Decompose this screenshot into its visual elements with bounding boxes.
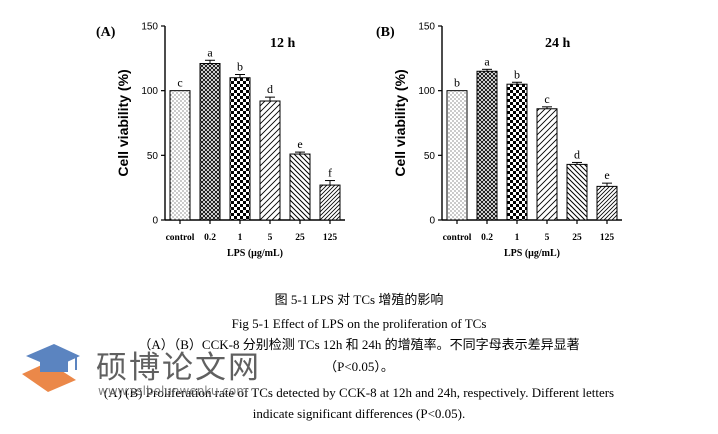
- significance-letter: b: [237, 60, 243, 74]
- x-axis-label: LPS (μg/mL): [504, 248, 560, 259]
- y-tick-label: 0: [152, 216, 158, 227]
- significance-letter: c: [177, 76, 182, 90]
- y-tick-label: 100: [141, 86, 158, 97]
- y-axis-label: Cell viability (%): [115, 69, 131, 176]
- y-tick-label: 50: [147, 151, 159, 162]
- x-tick-label: 25: [572, 233, 582, 243]
- panel-a: 0 50 100 150 c control a 0.2 b 1 d 5 e 25 f 125 LPS (μg/…: [96, 22, 345, 259]
- bar-control: [169, 90, 191, 221]
- x-tick-label: 5: [545, 233, 550, 243]
- significance-letter: e: [297, 137, 302, 151]
- figure-note-english-continued: indicate significant differences (P<0.05…: [252, 406, 466, 421]
- figure-caption-english: Fig 5-1 Effect of LPS on the proliferati…: [231, 316, 487, 331]
- panel-b: 0 50 100 150 b control a 0.2 b 1 c 5 d 25 e 125 LPS (μg/…: [376, 22, 622, 259]
- y-tick-label: 50: [424, 151, 436, 162]
- bar-25: [566, 163, 588, 221]
- significance-letter: a: [484, 54, 490, 68]
- figure-note-english: (A) (B) Proliferation rate of TCs detect…: [103, 385, 615, 400]
- figure-caption-chinese: 图 5-1 LPS 对 TCs 增殖的影响: [274, 292, 444, 307]
- bar-1: [506, 83, 528, 221]
- x-axis-label: LPS (μg/mL): [227, 248, 283, 259]
- bar-25: [289, 153, 311, 221]
- y-tick-label: 150: [141, 22, 158, 33]
- mortarboard-logo-icon: [22, 344, 80, 392]
- significance-letter: b: [514, 67, 520, 81]
- y-axis-label: Cell viability (%): [392, 69, 408, 176]
- x-tick-label: 25: [295, 233, 305, 243]
- x-tick-label: 0.2: [481, 233, 493, 243]
- x-tick-label: 5: [268, 233, 273, 243]
- significance-letter: e: [604, 168, 609, 182]
- chart-title: 12 h: [270, 36, 296, 51]
- panel-label: (B): [376, 25, 395, 40]
- chart-title: 24 h: [545, 36, 571, 51]
- x-tick-label: control: [443, 233, 472, 243]
- significance-letter: b: [454, 76, 460, 90]
- significance-letter: c: [544, 92, 549, 106]
- bar-0.2: [199, 63, 221, 221]
- bar-control: [446, 90, 468, 221]
- figure-note-chinese: （A）（B）CCK-8 分别检测 TCs 12h 和 24h 的增殖率。不同字母…: [138, 337, 580, 352]
- bar-125: [319, 184, 341, 221]
- panel-label: (A): [96, 25, 116, 40]
- x-tick-label: 1: [515, 233, 520, 243]
- significance-letter: d: [267, 82, 273, 96]
- significance-letter: f: [328, 166, 332, 180]
- x-tick-label: control: [166, 233, 195, 243]
- y-tick-label: 100: [418, 86, 435, 97]
- watermark: 硕博论文网 www.sslbolunwenku.com: [18, 340, 318, 410]
- watermark-url: www.sslbolunwenku.com: [98, 384, 248, 398]
- bar-5: [259, 100, 281, 221]
- x-tick-label: 125: [323, 233, 338, 243]
- bar-5: [536, 108, 558, 221]
- x-tick-label: 125: [600, 233, 615, 243]
- y-tick-label: 150: [418, 22, 435, 33]
- y-tick-label: 0: [429, 216, 435, 227]
- figure-note-chinese-continued: （P<0.05）。: [324, 359, 394, 374]
- x-tick-label: 1: [238, 233, 243, 243]
- significance-letter: d: [574, 147, 580, 161]
- x-tick-label: 0.2: [204, 233, 216, 243]
- significance-letter: a: [207, 45, 213, 59]
- bar-0.2: [476, 70, 498, 221]
- bar-1: [229, 77, 251, 221]
- watermark-text: 硕博论文网: [96, 350, 261, 386]
- bar-125: [596, 185, 618, 221]
